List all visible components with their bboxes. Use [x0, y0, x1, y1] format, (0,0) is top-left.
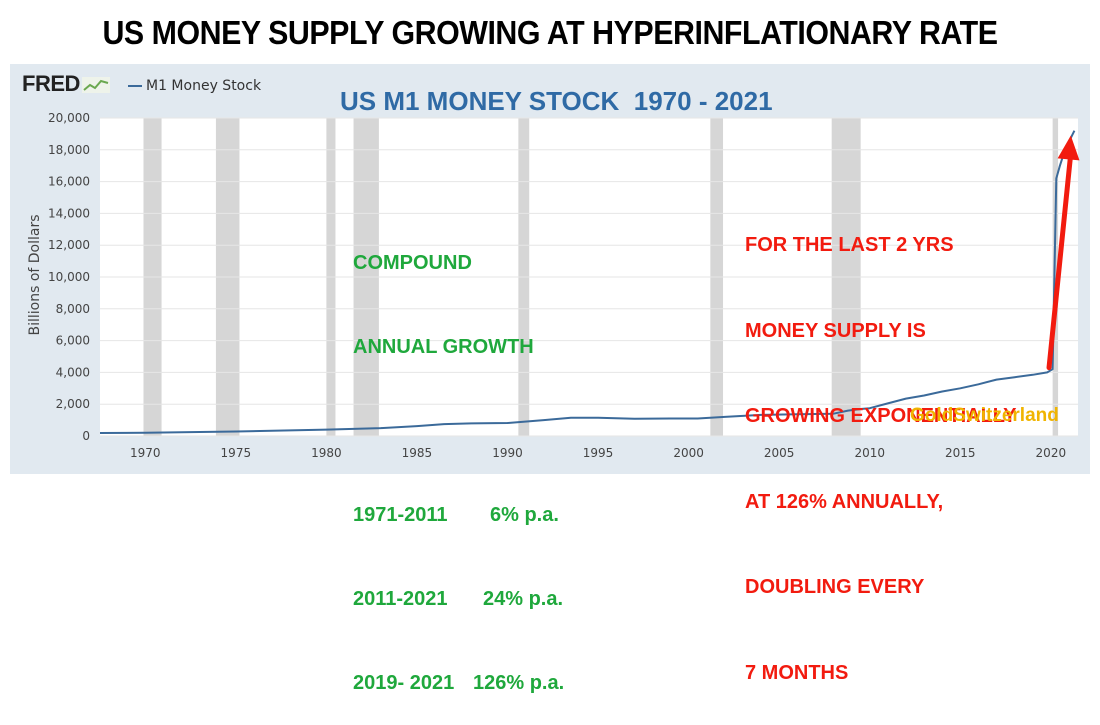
x-tick-label: 1970: [130, 446, 161, 460]
growth-rate: 6% p.a.: [490, 504, 559, 526]
x-tick-label: 1990: [492, 446, 523, 460]
overlay-title: US M1 MONEY STOCK 1970 - 2021: [340, 86, 773, 116]
series-lines: [99, 130, 1076, 434]
alert-line: DOUBLING EVERY: [745, 576, 925, 598]
growth-rate: 126% p.a.: [473, 672, 565, 694]
growth-annotation: COMPOUND ANNUAL GROWTH 1971-2011 6% p.a. …: [353, 193, 564, 725]
y-tick-label: 4,000: [56, 365, 90, 379]
x-tick-label: 2015: [945, 446, 976, 460]
alert-line: GROWING EXPONENTIALLY: [745, 405, 1017, 427]
y-tick-label: 12,000: [48, 238, 90, 252]
growth-heading-line: ANNUAL GROWTH: [353, 336, 534, 358]
growth-period: 1971-2011: [353, 504, 448, 526]
growth-row: 1971-2011 6% p.a.: [353, 501, 564, 529]
x-tick-label: 1985: [402, 446, 433, 460]
arrow-annotation: [1046, 135, 1080, 371]
series-line: [99, 130, 1076, 434]
legend-label: M1 Money Stock: [146, 78, 262, 94]
x-tick-label: 1975: [221, 446, 252, 460]
growth-rate: 24% p.a.: [483, 588, 564, 610]
arrow-head: [1057, 135, 1080, 161]
chart-svg: 0 2,000 4,000 6,000 8,000 10,000 12,000 14,000 1…: [27, 111, 1080, 460]
x-tick-label: 2020: [1036, 446, 1067, 460]
headline: US MONEY SUPPLY GROWING AT HYPERINFLATIO…: [102, 14, 998, 51]
fred-logo-text: FRED: [22, 71, 80, 96]
growth-spacer: [353, 417, 564, 445]
x-tick-labels: 1970 1975 1980 1985 1990 1995 2000 2005 2010 2015…: [130, 446, 1066, 460]
y-tick-label: 20,000: [48, 111, 90, 125]
legend: M1 Money Stock: [128, 78, 261, 94]
growth-heading-line: COMPOUND: [353, 252, 472, 274]
y-tick-label: 16,000: [48, 175, 90, 189]
alert-line: MONEY SUPPLY IS: [745, 319, 926, 342]
growth-row: 2011-2021 24% p.a.: [353, 585, 564, 613]
alert-line: FOR THE LAST 2 YRS: [745, 234, 954, 256]
alert-line: 7 MONTHS: [745, 661, 849, 684]
y-tick-label: 8,000: [56, 302, 90, 316]
growth-row: 2019- 2021 126% p.a.: [353, 669, 564, 697]
gridlines: [100, 117, 1078, 437]
growth-period: 2019- 2021: [353, 672, 455, 694]
fred-chart-icon: [81, 77, 110, 93]
x-tick-label: 1995: [583, 446, 614, 460]
y-tick-label: 18,000: [48, 143, 90, 157]
alert-line: AT 126% ANNUALLY,: [745, 490, 944, 513]
arrow-shaft: [1046, 150, 1074, 371]
y-tick-label: 6,000: [56, 334, 90, 348]
y-tick-label: 14,000: [48, 206, 90, 220]
exponential-annotation: FOR THE LAST 2 YRS MONEY SUPPLY IS GROWI…: [745, 174, 1017, 716]
y-tick-label: 2,000: [56, 397, 90, 411]
y-axis-label: Billions of Dollars: [27, 214, 43, 335]
y-tick-labels: 0 2,000 4,000 6,000 8,000 10,000 12,000 14,000 1…: [48, 111, 90, 443]
growth-period: 2011-2021: [353, 588, 448, 610]
y-tick-label: 10,000: [48, 270, 90, 284]
legend-swatch: [128, 85, 142, 87]
x-tick-label: 2010: [854, 446, 885, 460]
x-tick-label: 2005: [764, 446, 795, 460]
fred-logo: FRED: [22, 71, 110, 97]
y-tick-label: 0: [82, 429, 90, 443]
x-tick-label: 1980: [311, 446, 342, 460]
x-tick-label: 2000: [673, 446, 704, 460]
watermark: GoldSwitzerland: [910, 405, 1059, 426]
